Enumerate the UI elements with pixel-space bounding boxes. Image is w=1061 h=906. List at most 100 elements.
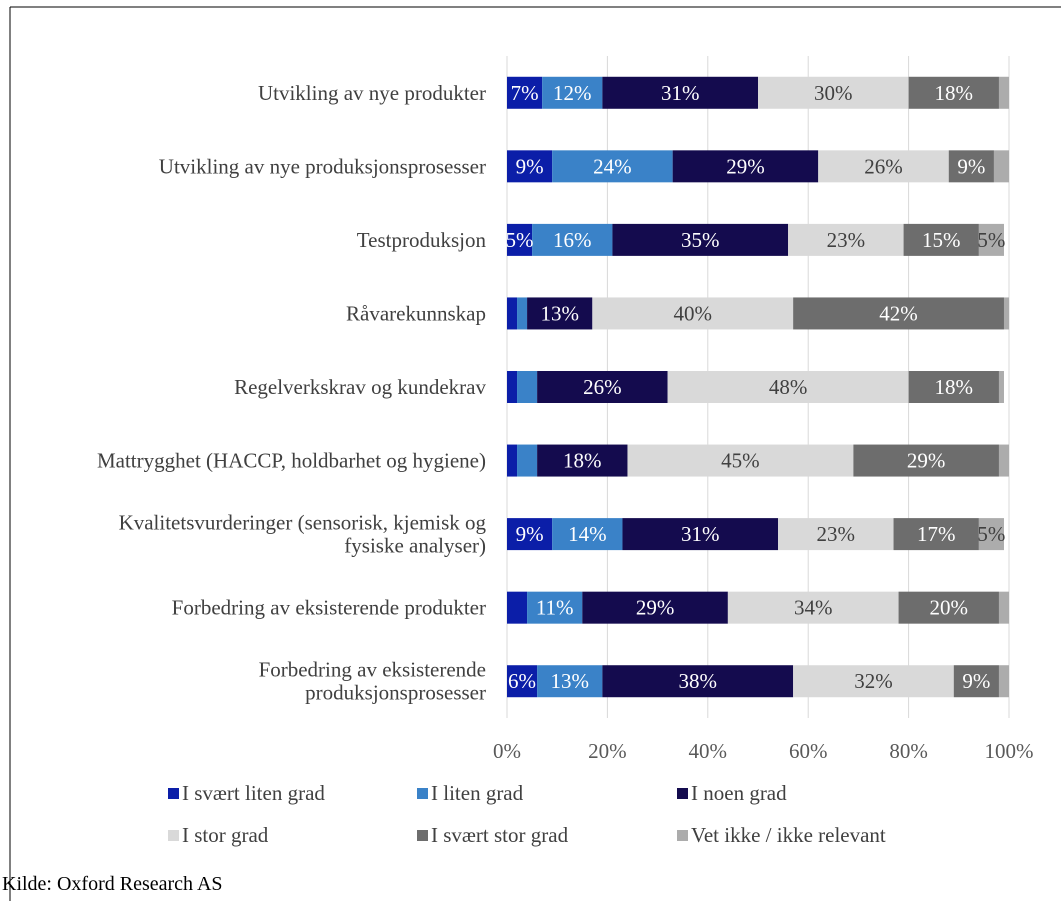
legend-label: I svært liten grad bbox=[182, 781, 325, 805]
category-label: Testproduksjon bbox=[357, 228, 487, 252]
bar-segment bbox=[602, 665, 794, 698]
data-label: 5% bbox=[977, 228, 1005, 252]
x-tick-label: 40% bbox=[689, 739, 728, 763]
data-label: 12% bbox=[553, 81, 592, 105]
category-labels: Utvikling av nye produkter Utvikling av n… bbox=[97, 81, 487, 705]
bar-segment bbox=[517, 444, 538, 477]
bar-segment bbox=[778, 518, 894, 551]
bar-segment bbox=[507, 371, 518, 403]
data-label: 35% bbox=[681, 228, 720, 252]
category-label: Regelverkskrav og kundekrav bbox=[234, 375, 486, 399]
bar-segment bbox=[517, 297, 528, 330]
data-label: 18% bbox=[935, 81, 974, 105]
data-label: 17% bbox=[917, 522, 956, 546]
bar-segment bbox=[612, 223, 789, 256]
data-label: 9% bbox=[516, 154, 544, 178]
bar-segment bbox=[998, 591, 1009, 624]
bar-segment bbox=[527, 591, 583, 624]
bar-segment bbox=[507, 665, 538, 698]
bar-segment bbox=[908, 371, 999, 403]
bar-segment bbox=[788, 223, 904, 256]
bar-segment bbox=[602, 76, 758, 109]
bar-segment bbox=[978, 518, 1004, 551]
data-label: 38% bbox=[679, 669, 718, 693]
bar-segment bbox=[818, 150, 949, 183]
data-label: 31% bbox=[681, 522, 720, 546]
legend-swatch bbox=[677, 788, 688, 799]
bar-segment bbox=[998, 76, 1009, 109]
bar-segment bbox=[537, 444, 628, 477]
data-label: 26% bbox=[864, 154, 903, 178]
bar-segment bbox=[993, 150, 1009, 183]
category-label: Utvikling av nye produkter bbox=[258, 81, 486, 105]
data-label: 7% bbox=[511, 81, 539, 105]
data-label: 11% bbox=[536, 596, 574, 620]
x-tick-labels: 0% 20% 40% 60% 80% 100% bbox=[493, 739, 1034, 763]
bar-segment bbox=[582, 591, 728, 624]
category-label: Forbedring av eksisterende produkter bbox=[172, 596, 486, 620]
bar-segment bbox=[758, 76, 909, 109]
data-label: 14% bbox=[568, 522, 607, 546]
data-label: 32% bbox=[854, 669, 893, 693]
data-label: 20% bbox=[930, 596, 969, 620]
bar-segment bbox=[507, 518, 553, 551]
bar-segment bbox=[793, 297, 1004, 330]
x-tick-label: 0% bbox=[493, 739, 521, 763]
data-label: 18% bbox=[563, 449, 602, 473]
data-label: 9% bbox=[962, 669, 990, 693]
category-label: Forbedring av eksisterende produksjonspro… bbox=[259, 658, 486, 705]
data-label: 24% bbox=[593, 154, 632, 178]
bar-segment bbox=[998, 444, 1009, 477]
bar-segment bbox=[537, 665, 603, 698]
legend-swatch bbox=[168, 788, 179, 799]
bar-segment bbox=[853, 444, 999, 477]
bars bbox=[507, 76, 1009, 698]
bar-segment bbox=[552, 150, 673, 183]
category-label: Råvarekunnskap bbox=[346, 301, 486, 325]
bar-segment bbox=[667, 371, 909, 403]
bar-segment bbox=[978, 223, 1004, 256]
data-label: 40% bbox=[673, 301, 712, 325]
bar-segment bbox=[507, 76, 543, 109]
data-label: 5% bbox=[977, 522, 1005, 546]
data-label: 31% bbox=[661, 81, 700, 105]
data-label: 13% bbox=[540, 301, 579, 325]
data-label: 16% bbox=[553, 228, 592, 252]
data-labels: 7% 12% 31% 30% 18% 9% 24% 29% 26% 9% 5% 16% 35% 23% 15… bbox=[506, 81, 1006, 693]
data-label: 9% bbox=[957, 154, 985, 178]
category-label: Mattrygghet (HACCP, holdbarhet og hygien… bbox=[97, 449, 486, 473]
x-tick-label: 20% bbox=[588, 739, 627, 763]
bar-segment bbox=[898, 591, 999, 624]
data-label: 13% bbox=[551, 669, 590, 693]
data-label: 5% bbox=[506, 228, 534, 252]
category-label: Utvikling av nye produksjonsprosesser bbox=[159, 154, 486, 178]
x-tick-label: 100% bbox=[985, 739, 1034, 763]
legend-swatch bbox=[677, 830, 688, 841]
bar-segment bbox=[727, 591, 899, 624]
x-tick-label: 80% bbox=[889, 739, 928, 763]
category-label: Kvalitetsvurderinger (sensorisk, kjemisk… bbox=[119, 511, 487, 558]
source-note: Kilde: Oxford Research AS bbox=[2, 873, 223, 895]
data-label: 42% bbox=[879, 301, 918, 325]
bar-segment bbox=[903, 223, 979, 256]
bar-segment bbox=[592, 297, 794, 330]
bar-segment bbox=[527, 297, 593, 330]
data-label: 29% bbox=[726, 154, 765, 178]
bar-segment bbox=[517, 371, 538, 403]
bar-segment bbox=[672, 150, 819, 183]
data-label: 26% bbox=[583, 375, 622, 399]
bar-segment bbox=[998, 371, 1004, 403]
bar-segment bbox=[998, 665, 1009, 698]
bar-segment bbox=[552, 518, 623, 551]
data-label: 23% bbox=[817, 522, 856, 546]
legend-swatch bbox=[417, 830, 428, 841]
bar-segment bbox=[507, 223, 533, 256]
bar-segment bbox=[908, 76, 999, 109]
bar-segment bbox=[507, 444, 518, 477]
x-tick-label: 60% bbox=[789, 739, 828, 763]
data-label: 23% bbox=[827, 228, 866, 252]
bar-segment bbox=[948, 150, 994, 183]
data-label: 6% bbox=[508, 669, 536, 693]
